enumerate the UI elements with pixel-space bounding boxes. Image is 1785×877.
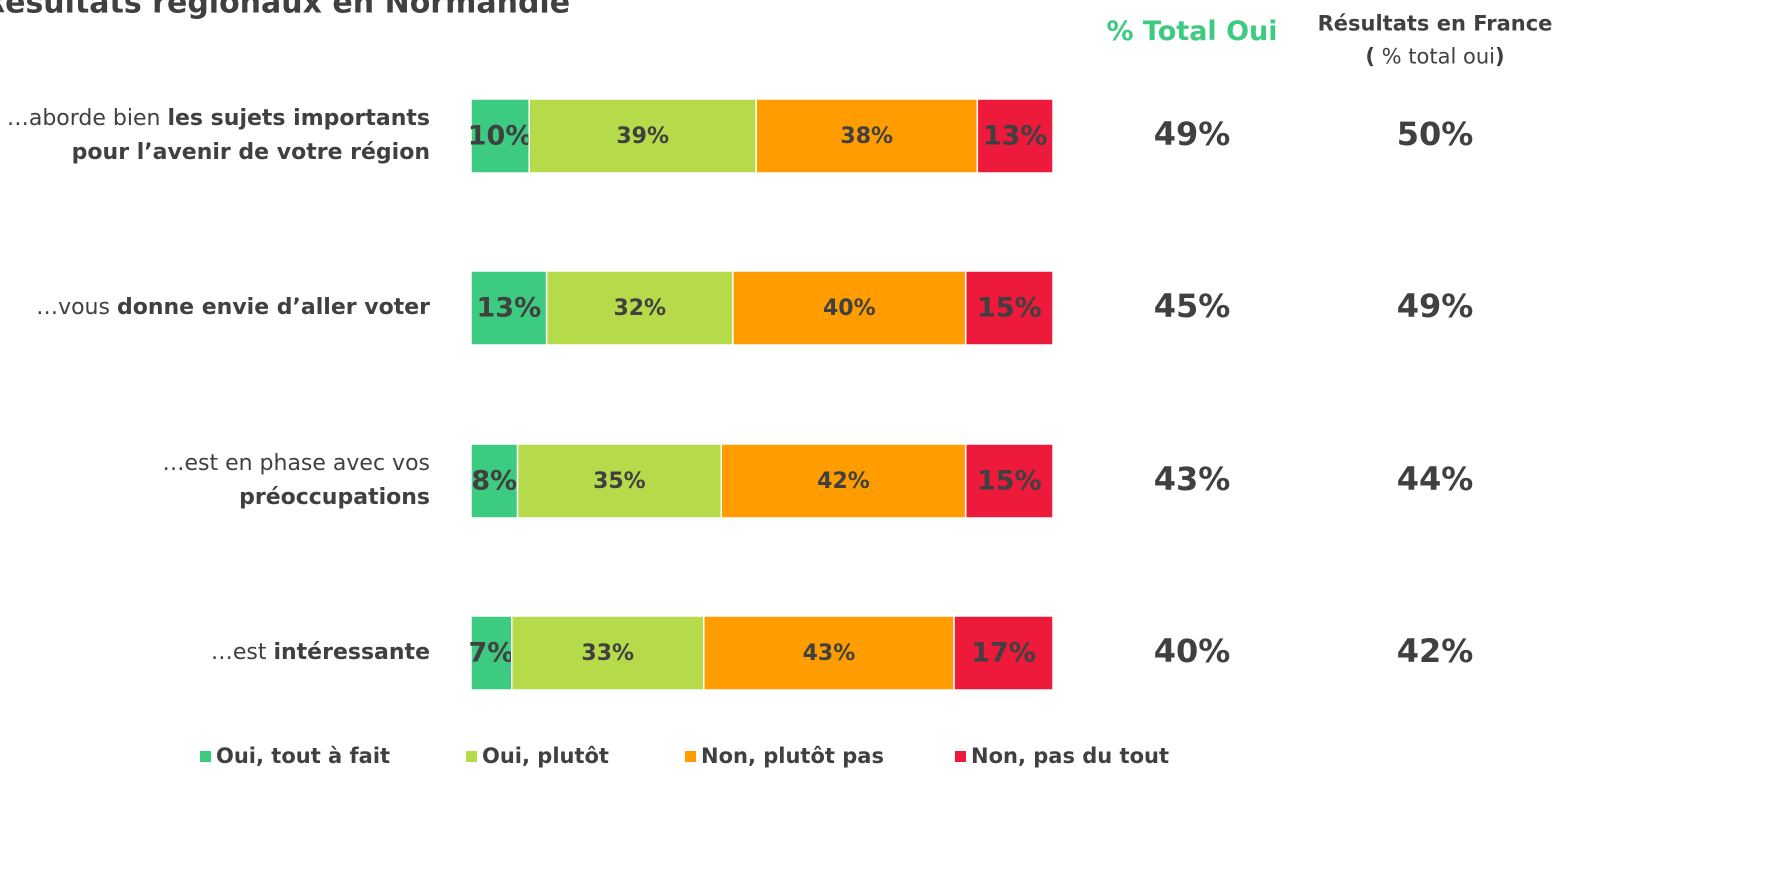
category-label-part: …vous (36, 295, 117, 320)
bar-segment (516, 443, 723, 519)
legend-label: Non, pas du tout (971, 744, 1169, 768)
data-label: 15% (977, 293, 1042, 324)
bar-segment (976, 98, 1054, 174)
data-label: 39% (616, 124, 669, 149)
chart-title: Résultats régionaux en Normandie (0, 0, 570, 21)
data-label: 7% (468, 638, 514, 669)
legend-swatch (955, 751, 966, 762)
column-value: 40% (1154, 632, 1231, 670)
bar-segment (964, 443, 1054, 519)
column-value: 42% (1397, 632, 1474, 670)
column-value: 45% (1154, 287, 1231, 325)
data-label: 13% (983, 121, 1048, 152)
bar-segment (953, 615, 1054, 691)
column-value: 44% (1397, 460, 1474, 498)
data-label: 17% (971, 638, 1036, 669)
data-label: 32% (613, 296, 666, 321)
column-header-part: % Total Oui (1106, 16, 1277, 47)
category-label: pour l’avenir de votre région (72, 140, 430, 165)
data-label: 35% (593, 469, 646, 494)
column-header: Résultats en France (1318, 12, 1553, 36)
category-label: …aborde bien les sujets importants (7, 106, 430, 131)
bar-segment (528, 98, 757, 174)
bar-segment (510, 615, 705, 691)
data-label: 10% (468, 121, 533, 152)
bar-segment (470, 615, 513, 691)
category-label-part: intéressante (273, 640, 430, 665)
category-label-part: préoccupations (239, 485, 430, 510)
bar-segment (470, 98, 530, 174)
data-label: 15% (977, 466, 1042, 497)
data-label: 13% (477, 293, 542, 324)
category-label-part: …est (211, 640, 274, 665)
column-value: 50% (1397, 115, 1474, 153)
legend-swatch (685, 751, 696, 762)
category-label-part: …est en phase avec vos (162, 451, 430, 476)
bar-segment (755, 98, 979, 174)
column-value: 43% (1154, 460, 1231, 498)
category-label: …vous donne envie d’aller voter (36, 295, 430, 320)
data-label: 8% (471, 466, 517, 497)
data-label: 40% (823, 296, 876, 321)
column-header: ( % total oui) (1365, 45, 1504, 69)
category-label: …est en phase avec vos (162, 451, 430, 476)
data-label: 42% (817, 469, 870, 494)
bar-segment (964, 270, 1054, 346)
data-label: 43% (803, 641, 856, 666)
category-label-part: pour l’avenir de votre région (72, 140, 430, 165)
legend-swatch (466, 751, 477, 762)
bar-segment (545, 270, 734, 346)
column-header-part: Résultats en France (1318, 12, 1553, 36)
column-value: 49% (1397, 287, 1474, 325)
legend-label: Non, plutôt pas (701, 744, 884, 768)
category-label-part: les sujets importants (167, 106, 430, 131)
legend-label: Oui, plutôt (482, 744, 609, 768)
column-header: % Total Oui (1106, 16, 1277, 47)
column-header-part: ) (1495, 45, 1505, 69)
bar-segment (470, 270, 548, 346)
category-label-part: …aborde bien (7, 106, 168, 131)
data-label: 33% (581, 641, 634, 666)
category-label: …est intéressante (211, 640, 430, 665)
column-value: 49% (1154, 115, 1231, 153)
bar-segment (470, 443, 519, 519)
data-label: 38% (840, 124, 893, 149)
legend-swatch (200, 751, 211, 762)
category-label-part: donne envie d’aller voter (117, 295, 430, 320)
legend-label: Oui, tout à fait (216, 744, 390, 768)
category-label: préoccupations (239, 485, 430, 510)
column-header-part: ( (1365, 45, 1375, 69)
bar-segment (732, 270, 967, 346)
column-header-part: % total oui (1375, 45, 1495, 69)
